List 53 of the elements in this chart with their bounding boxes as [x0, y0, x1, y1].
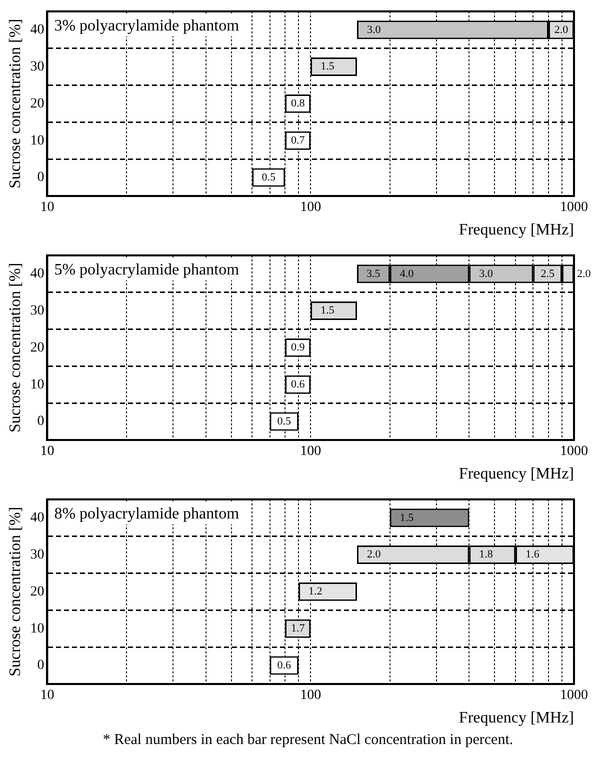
chart-title: 3% polyacrylamide phantom — [54, 18, 240, 35]
y-tick-label: 10 — [30, 133, 44, 148]
annotation: 0.9 — [290, 342, 306, 354]
annotation: 3.0 — [479, 268, 494, 280]
x-tick-label: 1000 — [560, 688, 588, 704]
y-axis-title: Sucrose concentration [%] — [6, 506, 24, 677]
x-tick-label: 1000 — [560, 444, 588, 460]
annotation: 0.8 — [290, 98, 306, 110]
y-axis-title: Sucrose concentration [%] — [6, 18, 24, 189]
y-tick-label: 30 — [30, 59, 44, 74]
x-tick-label: 100 — [300, 444, 322, 460]
annotation: 1.5 — [320, 60, 335, 73]
y-tick-label: 30 — [30, 303, 44, 318]
y-tick-label: 40 — [30, 22, 44, 38]
x-tick-label: 100 — [300, 200, 322, 216]
annotation: 3.5 — [366, 268, 381, 280]
y-tick-label: 40 — [30, 510, 44, 526]
y-tick-label: 0 — [37, 658, 44, 674]
y-tick-label: 0 — [37, 414, 44, 430]
y-tick-label: 30 — [30, 547, 44, 562]
annotation: 0.6 — [290, 378, 306, 391]
annotation: 2.0 — [366, 548, 382, 561]
annotation: 1.7 — [290, 622, 306, 635]
y-tick-label: 20 — [30, 340, 44, 356]
annotation: 1.6 — [526, 548, 540, 561]
y-axis-title: Sucrose concentration [%] — [6, 262, 24, 433]
annotation: 1.5 — [400, 512, 414, 524]
annotation: 1.8 — [479, 548, 494, 561]
chart-title: 8% polyacrylamide phantom — [54, 506, 240, 523]
y-tick-label: 10 — [30, 377, 44, 392]
annotation: 0.6 — [277, 659, 292, 672]
annotation: 2.0 — [554, 24, 569, 36]
chart-title: 5% polyacrylamide phantom — [54, 262, 240, 279]
y-tick-label: 10 — [30, 621, 44, 636]
x-axis-title: Frequency [MHz] — [458, 466, 574, 483]
y-tick-label: 20 — [30, 96, 44, 112]
y-tick-label: 20 — [30, 584, 44, 600]
y-tick-label: 0 — [37, 170, 44, 186]
annotation: 3.0 — [366, 24, 382, 36]
x-tick-label: 1000 — [560, 200, 588, 216]
text: * Real numbers in each bar represent NaCl concentration in percent. — [102, 732, 514, 749]
annotation: 2.5 — [540, 268, 555, 280]
x-tick-label: 100 — [300, 688, 322, 704]
annotation: 1.2 — [308, 586, 322, 598]
annotation: 1.5 — [320, 304, 335, 317]
annotation: 0.5 — [277, 415, 292, 428]
annotation: 4.0 — [400, 268, 414, 280]
x-axis-title: Frequency [MHz] — [458, 710, 574, 727]
annotation: 0.5 — [262, 171, 276, 184]
annotation: 2.0 — [577, 268, 592, 280]
x-axis-title: Frequency [MHz] — [458, 222, 574, 239]
annotation: 0.7 — [290, 134, 306, 147]
y-tick-label: 40 — [30, 266, 44, 282]
